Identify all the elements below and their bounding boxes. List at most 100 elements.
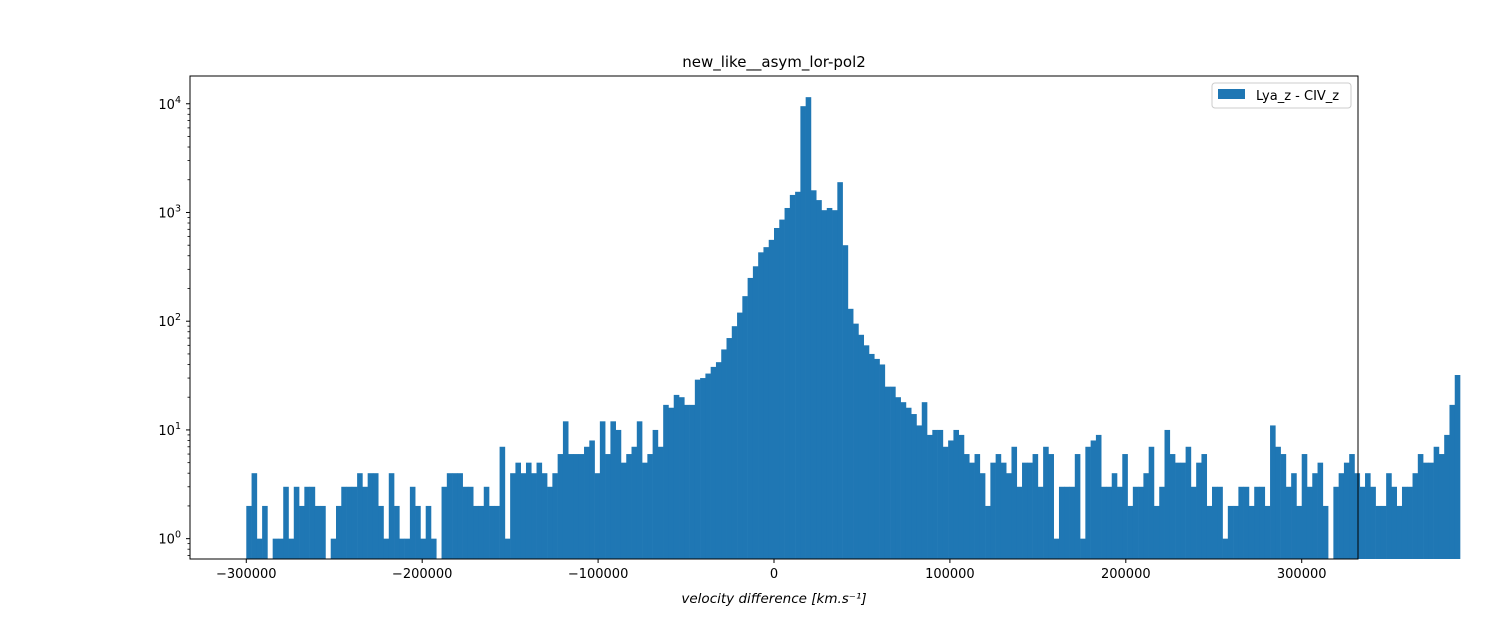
histogram-bar: [605, 454, 611, 559]
histogram-bar: [314, 505, 321, 559]
histogram-bar: [932, 429, 938, 559]
histogram-bar: [1006, 473, 1012, 559]
histogram-bar: [1201, 454, 1208, 559]
histogram-bar: [673, 394, 680, 559]
histogram-bar: [832, 210, 838, 559]
histogram-bar: [1264, 505, 1271, 559]
histogram-bar: [1248, 505, 1255, 559]
histogram-bar: [562, 421, 569, 559]
histogram-bar: [789, 194, 796, 559]
histogram-bar: [1175, 462, 1181, 559]
histogram-bar: [774, 227, 780, 560]
histogram-bars: [246, 97, 1461, 560]
histogram-bar: [1428, 462, 1434, 559]
histogram-bar: [1169, 454, 1176, 559]
histogram-bar: [700, 378, 706, 559]
histogram-bar: [1138, 486, 1144, 559]
histogram-bar: [1101, 486, 1107, 559]
histogram-bar: [1359, 486, 1366, 559]
x-tick-label: 200000: [1101, 567, 1151, 582]
histogram-bar: [578, 454, 585, 559]
histogram-bar: [251, 473, 258, 559]
histogram-bar: [494, 505, 500, 559]
histogram-bar: [1222, 538, 1229, 559]
histogram-bar: [768, 239, 775, 559]
histogram-bar: [1270, 425, 1276, 559]
histogram-bar: [1122, 454, 1128, 559]
histogram-bar: [404, 538, 411, 559]
histogram-bar: [758, 252, 764, 560]
histogram-bar: [1306, 486, 1313, 559]
histogram-bar: [584, 446, 590, 559]
histogram-bar: [1048, 454, 1054, 559]
histogram-bar: [1032, 454, 1039, 559]
histogram-bar: [626, 454, 632, 559]
x-tick-label: −200000: [392, 567, 453, 582]
histogram-bar: [705, 373, 711, 559]
histogram-bar: [1423, 462, 1429, 559]
histogram-bar: [336, 505, 342, 559]
histogram-bar: [1095, 434, 1102, 559]
histogram-bar: [1301, 454, 1308, 559]
histogram-bar: [636, 421, 643, 559]
histogram-bar: [1365, 473, 1371, 559]
histogram-bar: [874, 358, 880, 559]
histogram-bar: [425, 505, 432, 559]
histogram-bar: [668, 407, 675, 559]
histogram-bar: [795, 191, 801, 559]
histogram-bar: [1233, 505, 1239, 559]
histogram-bar: [483, 486, 490, 559]
histogram-bar: [1159, 486, 1165, 559]
histogram-bar: [900, 402, 907, 559]
histogram-bar: [1417, 454, 1424, 559]
histogram-bar: [995, 454, 1002, 559]
histogram-bar: [969, 462, 975, 559]
histogram-bar: [1000, 462, 1007, 559]
histogram-bar: [1375, 505, 1382, 559]
histogram-bar: [615, 429, 622, 559]
histogram-bar: [299, 505, 305, 559]
histogram-bar: [568, 454, 574, 559]
histogram-bar: [288, 538, 295, 559]
histogram-bar: [1206, 505, 1213, 559]
histogram-bar: [953, 429, 959, 559]
histogram-bar: [821, 210, 828, 559]
legend-box: [1211, 82, 1352, 109]
histogram-bar: [1433, 446, 1440, 559]
histogram-bar: [1391, 486, 1397, 559]
histogram-bar: [309, 486, 316, 559]
histogram-bar: [937, 429, 944, 559]
histogram-bar: [942, 446, 949, 559]
histogram-bar: [330, 538, 337, 559]
x-tick-label: −100000: [568, 567, 629, 582]
histogram-bar: [378, 505, 384, 559]
histogram-bar: [1322, 505, 1329, 559]
histogram-bar: [473, 505, 479, 559]
histogram-bar: [816, 200, 822, 559]
histogram-bar: [927, 434, 933, 559]
histogram-bar: [858, 334, 865, 559]
histogram-bar: [1132, 486, 1139, 559]
histogram-bar: [467, 486, 474, 559]
histogram-bar: [642, 462, 648, 559]
histogram-bar: [1454, 375, 1461, 559]
histogram-bar: [1153, 505, 1160, 559]
histogram-bar: [958, 434, 965, 559]
histogram-bar: [557, 454, 564, 559]
y-axis: 100 101 102 103 104: [158, 95, 190, 556]
y-tick-label: 102: [158, 312, 181, 330]
histogram-bar: [415, 505, 421, 559]
legend-entry-label: Lya_z - CIV_z: [1256, 89, 1339, 104]
histogram-bar: [388, 473, 395, 559]
x-tick-label: 300000: [1277, 567, 1327, 582]
histogram-bar: [689, 404, 696, 559]
x-tick-label: 100000: [925, 567, 975, 582]
histogram-bar: [1011, 446, 1018, 559]
histogram-bar: [1386, 473, 1392, 559]
histogram-bar: [842, 245, 849, 559]
histogram-bar: [779, 219, 785, 560]
histogram-bar: [684, 404, 690, 559]
histogram-bar: [916, 425, 923, 559]
histogram-bar: [1069, 486, 1076, 559]
histogram-bar: [1449, 404, 1456, 559]
